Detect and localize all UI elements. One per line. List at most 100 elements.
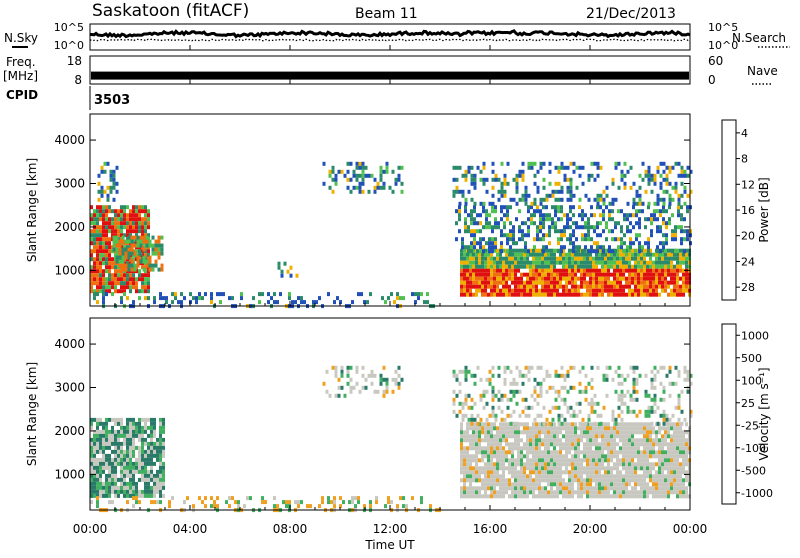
data-cell [598, 276, 601, 281]
data-cell [668, 181, 672, 186]
data-cell [108, 473, 111, 478]
data-cell [156, 481, 159, 486]
data-cell [523, 486, 526, 491]
data-cell [559, 482, 562, 487]
data-cell [466, 268, 469, 273]
data-cell [472, 256, 475, 261]
data-cell [487, 276, 490, 281]
data-cell [589, 288, 592, 293]
data-cell [673, 454, 676, 459]
data-cell [670, 438, 673, 443]
data-cell [318, 504, 321, 509]
data-cell [644, 169, 648, 174]
data-cell [132, 225, 135, 230]
data-cell [574, 264, 577, 269]
data-cell [647, 245, 650, 250]
data-cell [533, 173, 537, 178]
data-cell [463, 462, 466, 467]
data-cell [90, 281, 93, 286]
data-cell [99, 461, 102, 466]
data-cell [475, 494, 478, 499]
data-cell [487, 466, 490, 471]
data-cell [598, 288, 601, 293]
data-cell [677, 213, 680, 218]
data-cell [494, 417, 498, 422]
data-cell [620, 169, 624, 174]
data-cell [390, 292, 393, 297]
data-cell [533, 201, 537, 206]
data-cell [644, 241, 647, 246]
data-cell [482, 165, 486, 170]
data-cell [643, 434, 646, 439]
data-cell [634, 470, 637, 475]
data-cell [503, 213, 506, 218]
data-cell [676, 494, 679, 499]
data-cell [556, 430, 559, 435]
data-cell [556, 482, 559, 487]
data-cell [102, 296, 105, 301]
data-cell [596, 249, 599, 254]
colorbar-tick-label: -1000 [741, 487, 773, 500]
data-cell [132, 213, 135, 218]
data-cell [473, 185, 477, 190]
data-cell [599, 213, 602, 218]
data-cell [105, 237, 108, 242]
data-cell [665, 177, 669, 182]
data-cell [634, 268, 637, 273]
data-cell [685, 474, 688, 479]
data-cell [153, 421, 156, 426]
data-cell [518, 389, 522, 394]
data-cell [529, 426, 532, 431]
data-cell [638, 221, 641, 226]
data-cell [589, 466, 592, 471]
data-cell [108, 261, 111, 266]
data-cell [139, 251, 143, 256]
data-cell [505, 426, 508, 431]
data-cell [607, 252, 610, 257]
data-cell [99, 285, 102, 290]
data-cell [553, 256, 556, 261]
data-cell [634, 422, 637, 427]
data-cell [538, 426, 541, 431]
data-cell [536, 229, 539, 234]
data-cell [568, 482, 571, 487]
data-cell [99, 417, 102, 422]
data-cell [487, 462, 490, 467]
data-cell [466, 276, 469, 281]
data-cell [613, 474, 616, 479]
data-cell [520, 466, 523, 471]
data-cell [108, 481, 111, 486]
data-cell [523, 446, 526, 451]
data-cell [533, 245, 536, 250]
data-cell [481, 260, 484, 265]
data-cell [328, 169, 332, 174]
data-cell [521, 197, 525, 202]
data-cell [523, 292, 526, 297]
data-cell [685, 486, 688, 491]
data-cell [111, 281, 114, 286]
data-cell [589, 474, 592, 479]
nave-right-tick-top: 60 [708, 54, 723, 68]
data-cell [156, 437, 159, 442]
data-cell [511, 446, 514, 451]
data-cell [637, 422, 640, 427]
data-cell [458, 401, 462, 406]
data-cell [478, 288, 481, 293]
data-cell [625, 268, 628, 273]
data-cell [491, 177, 495, 182]
data-cell [601, 442, 604, 447]
data-cell [595, 260, 598, 265]
data-cell [544, 284, 547, 289]
data-cell [541, 252, 544, 257]
data-cell [586, 268, 589, 273]
data-cell [631, 276, 634, 281]
data-cell [455, 209, 458, 214]
data-cell [665, 209, 668, 214]
data-cell [557, 413, 561, 418]
data-cell [361, 161, 365, 166]
data-cell [484, 252, 487, 257]
data-cell [503, 377, 507, 382]
data-cell [620, 393, 624, 398]
data-cell [327, 292, 330, 297]
data-cell [93, 257, 96, 262]
